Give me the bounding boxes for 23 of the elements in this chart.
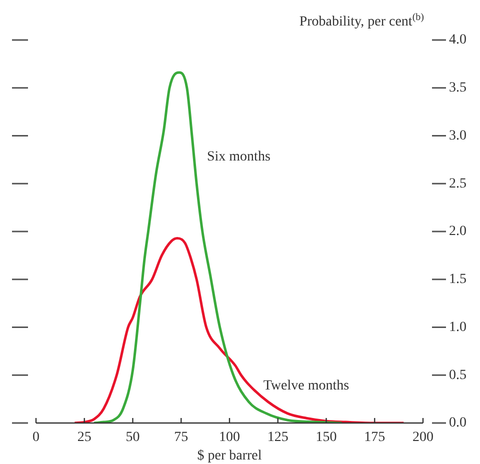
y-tick-label: 0.0 — [449, 416, 466, 431]
series-label: Six months — [206, 149, 270, 164]
x-tick-label: 0 — [32, 430, 40, 446]
x-tick-label: 100 — [219, 430, 240, 446]
line-series — [73, 236, 405, 423]
x-tick-label: 75 — [174, 430, 188, 446]
y-tick-label: 2.0 — [449, 224, 466, 240]
y-tick-label: 2.5 — [449, 176, 466, 192]
y-tick-label: 3.0 — [449, 128, 466, 144]
y-tick-label: 4.0 — [449, 32, 466, 48]
y-tick-label: 1.5 — [449, 272, 466, 288]
x-tick-label: 200 — [412, 430, 434, 446]
x-tick-label: 125 — [267, 430, 288, 446]
x-tick-label: 150 — [316, 430, 337, 446]
y-tick-label: 3.5 — [449, 80, 466, 96]
x-tick-label: 50 — [126, 430, 140, 446]
y-tick-label: 1.0 — [449, 320, 466, 335]
x-tick-label: 175 — [364, 430, 386, 446]
x-axis-title: $ per barrel — [197, 448, 262, 464]
y-axis-title: Probability, per cent$^{(b)}$ — [299, 12, 424, 31]
series-label: Twelve months — [263, 378, 350, 394]
y-tick-label: 0.5 — [449, 368, 466, 383]
x-tick-label: 25 — [77, 430, 92, 446]
